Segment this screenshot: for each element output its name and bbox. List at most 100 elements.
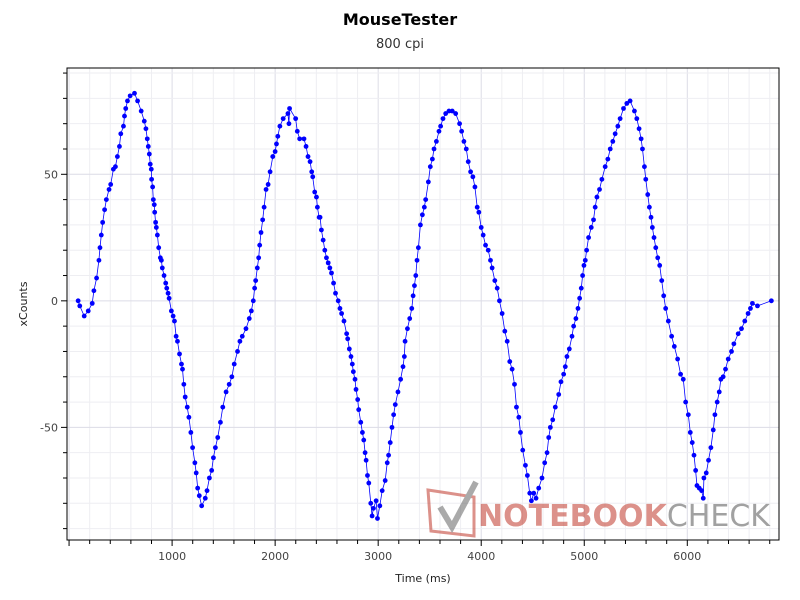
data-point	[539, 475, 545, 481]
data-point	[463, 146, 469, 152]
data-point	[143, 126, 149, 132]
data-point	[531, 490, 537, 496]
data-point	[409, 306, 415, 311]
data-point	[270, 154, 276, 159]
data-point	[138, 108, 144, 114]
data-point	[373, 498, 379, 504]
data-point	[518, 430, 523, 435]
data-point	[366, 480, 372, 486]
data-point	[168, 308, 174, 314]
data-point	[141, 118, 147, 124]
data-point	[750, 300, 755, 306]
data-point	[177, 351, 182, 357]
data-point	[121, 123, 126, 129]
data-point	[253, 278, 259, 283]
data-point	[254, 265, 260, 271]
data-point	[286, 121, 292, 127]
data-point	[122, 113, 127, 119]
data-point	[235, 349, 240, 354]
data-point	[239, 333, 245, 339]
data-point	[550, 417, 556, 423]
data-point	[384, 460, 390, 466]
logo-text: NOTEBOOKCHECK	[478, 499, 771, 534]
data-point	[410, 293, 416, 299]
data-point	[680, 376, 686, 382]
data-point	[649, 225, 655, 230]
data-point	[575, 306, 581, 311]
data-point	[578, 285, 584, 291]
data-point	[689, 440, 695, 445]
data-point	[220, 404, 226, 410]
data-point	[413, 273, 419, 278]
data-point	[260, 217, 266, 223]
data-point	[329, 270, 334, 276]
data-point	[165, 290, 171, 296]
data-point	[358, 419, 364, 425]
data-point	[492, 278, 498, 283]
data-point	[154, 232, 160, 238]
data-point	[349, 361, 355, 367]
data-point	[391, 412, 397, 418]
data-point	[509, 366, 515, 372]
data-point	[405, 326, 410, 332]
data-point	[638, 136, 644, 142]
data-point	[163, 280, 169, 286]
data-point	[337, 306, 343, 311]
data-point	[683, 399, 689, 405]
data-point	[669, 333, 675, 339]
data-point	[544, 450, 550, 456]
data-point	[161, 273, 167, 278]
data-point	[250, 298, 256, 304]
data-point	[345, 336, 351, 342]
data-point	[569, 333, 575, 339]
data-point	[274, 141, 279, 147]
data-point	[516, 414, 522, 420]
data-point	[489, 265, 495, 271]
data-point	[436, 128, 442, 134]
data-point	[335, 298, 341, 304]
series-points	[75, 90, 774, 521]
data-point	[661, 293, 667, 299]
data-point	[147, 161, 153, 167]
data-point	[386, 452, 391, 458]
data-point	[558, 379, 564, 385]
data-point	[312, 189, 318, 195]
x-tick-label: 1000	[158, 550, 186, 563]
data-point	[207, 475, 212, 481]
data-point	[423, 197, 429, 203]
data-point	[248, 308, 254, 314]
data-point	[212, 445, 218, 451]
data-point	[402, 338, 408, 344]
data-point	[211, 455, 216, 461]
x-tick-label: 5000	[570, 550, 598, 563]
data-point	[305, 154, 311, 159]
data-point	[344, 331, 350, 337]
data-point	[226, 381, 232, 387]
data-point	[309, 169, 315, 175]
data-point	[755, 303, 760, 309]
data-point	[398, 376, 404, 382]
data-point	[106, 187, 112, 192]
data-point	[307, 159, 313, 165]
data-point	[599, 176, 605, 182]
data-point	[153, 225, 159, 230]
data-point	[533, 495, 539, 501]
data-point	[360, 430, 365, 435]
data-point	[229, 374, 235, 380]
data-point	[275, 133, 281, 139]
data-point	[459, 128, 465, 134]
data-point	[425, 179, 431, 185]
data-point	[215, 435, 221, 440]
data-point	[293, 116, 299, 122]
data-point	[158, 257, 164, 263]
data-point	[502, 328, 508, 334]
data-point	[375, 516, 380, 521]
data-point	[392, 402, 398, 408]
data-point	[720, 374, 726, 380]
data-point	[246, 316, 252, 321]
data-point	[556, 392, 562, 397]
data-point	[365, 473, 370, 478]
data-point	[414, 257, 420, 263]
data-point	[301, 136, 307, 142]
